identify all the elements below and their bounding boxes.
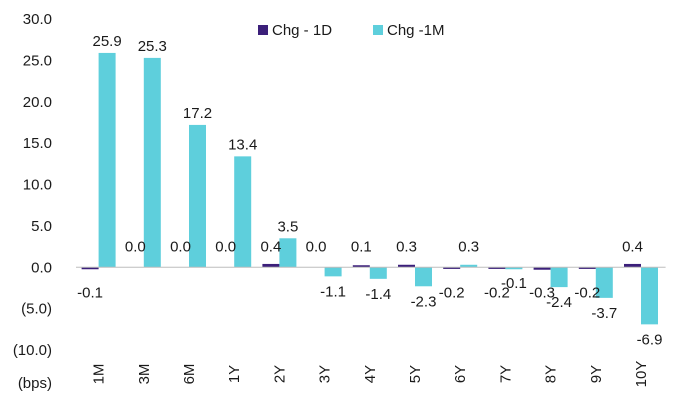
x-tick-label-3y: 3Y	[317, 365, 334, 383]
x-axis-ticks: 1M 3M 6M 1Y 2Y 3Y 4Y 5Y 6Y 7Y 8Y 9Y 10Y	[91, 361, 650, 388]
data-label-chg-1m-3m: 25.3	[138, 38, 167, 55]
data-label-chg-1m-6m: 17.2	[183, 105, 212, 122]
x-tick-label-6y: 6Y	[452, 365, 469, 383]
bar-chg-1m-5y	[415, 267, 432, 287]
data-label-chg-1m-7y: -0.1	[501, 275, 527, 292]
data-label-chg-1d-6y: -0.2	[439, 284, 465, 301]
bar-chg-1d-2y	[262, 263, 280, 268]
x-tick-label-3m: 3M	[136, 364, 153, 385]
data-label-chg-1d-4y: 0.1	[351, 238, 372, 255]
data-label-chg-1d-3y: 0.0	[306, 238, 327, 255]
x-tick-label-1m: 1M	[91, 364, 108, 385]
data-label-chg-1d-5y: 0.3	[396, 238, 417, 255]
bar-chg-1m-8y	[550, 267, 568, 288]
data-labels: -0.1 25.9 0.0 25.3 0.0 17.2 0.0 13.4 0.4 3.5 0.0 -1…	[77, 33, 662, 348]
data-label-chg-1d-3m: 0.0	[125, 238, 146, 255]
x-tick-label-5y: 5Y	[407, 365, 424, 383]
bar-chg-1m-4y	[369, 267, 387, 279]
bar-chg-1d-9y	[578, 267, 596, 269]
x-tick-label-10y: 10Y	[633, 361, 650, 388]
data-label-chg-1m-5y: -2.3	[411, 293, 437, 310]
bar-chg-1d-8y	[533, 267, 551, 270]
legend-swatch-chg-1m	[373, 25, 383, 35]
data-label-chg-1d-1y: 0.0	[215, 238, 236, 255]
data-label-chg-1m-2y: 3.5	[277, 218, 298, 235]
legend-label-chg-1m: Chg -1M	[387, 22, 445, 39]
data-label-chg-1m-1y: 13.4	[228, 136, 257, 153]
x-tick-label-9y: 9Y	[588, 365, 605, 383]
legend-swatch-chg-1d	[258, 25, 268, 35]
bar-chg-1m-7y	[505, 267, 523, 270]
y-tick-label: 5.0	[31, 218, 52, 235]
bar-chg-1d-7y	[488, 267, 506, 269]
y-tick-label: (5.0)	[21, 301, 52, 318]
bar-chg-1d-4y	[352, 265, 370, 268]
legend: Chg - 1D Chg -1M	[258, 22, 445, 39]
data-label-chg-1d-2y: 0.4	[260, 238, 281, 255]
data-label-chg-1m-3y: -1.1	[320, 283, 346, 300]
y-tick-label: 25.0	[23, 52, 52, 69]
bar-chg-1m-6m	[189, 124, 206, 268]
data-label-chg-1d-9y: -0.2	[574, 284, 600, 301]
y-tick-label: 30.0	[23, 11, 52, 28]
data-label-chg-1d-8y: -0.3	[529, 284, 555, 301]
data-label-chg-1m-8y: -2.4	[546, 294, 572, 311]
data-label-chg-1m-4y: -1.4	[365, 286, 391, 303]
y-tick-label: 20.0	[23, 94, 52, 111]
bar-chg-1d-6y	[443, 267, 461, 269]
y-tick-label: 10.0	[23, 177, 52, 194]
data-label-chg-1m-1m: 25.9	[92, 33, 121, 50]
data-label-chg-1d-1m: -0.1	[77, 284, 103, 301]
bar-chg-1m-10y	[641, 267, 658, 325]
bar-chg-1m-3y	[324, 267, 342, 277]
bar-chg-1d-10y	[624, 263, 641, 268]
legend-label-chg-1d: Chg - 1D	[272, 22, 332, 39]
bar-chg-1m-3m	[143, 57, 161, 268]
y-tick-label: (10.0)	[13, 342, 52, 359]
x-tick-label-8y: 8Y	[543, 365, 560, 383]
x-tick-label-4y: 4Y	[362, 365, 379, 383]
x-tick-label-7y: 7Y	[497, 365, 514, 383]
bar-chg-1m-1m	[98, 52, 116, 268]
bar-chg-1d-1m	[81, 267, 99, 270]
bar-chg-1m-6y	[460, 264, 478, 268]
bar-chg-1m-2y	[279, 238, 297, 268]
data-label-chg-1m-6y: 0.3	[458, 238, 479, 255]
y-axis-ticks: 30.0 25.0 20.0 15.0 10.0 5.0 0.0 (5.0) (10.0)	[13, 11, 52, 359]
y-axis-label: (bps)	[18, 375, 52, 392]
bar-chg-1m-9y	[595, 267, 613, 298]
x-tick-label-6m: 6M	[181, 364, 198, 385]
data-label-chg-1d-10y: 0.4	[622, 238, 643, 255]
bars	[81, 52, 658, 325]
x-tick-label-2y: 2Y	[271, 365, 288, 383]
data-label-chg-1m-9y: -3.7	[591, 305, 617, 322]
y-tick-label: 0.0	[31, 259, 52, 276]
data-label-chg-1d-6m: 0.0	[170, 238, 191, 255]
bar-chg-1d-5y	[398, 264, 415, 268]
data-label-chg-1m-10y: -6.9	[637, 331, 663, 348]
x-tick-label-1y: 1Y	[226, 365, 243, 383]
bar-chg-1m-1y	[234, 156, 252, 268]
data-label-chg-1d-7y: -0.2	[484, 284, 510, 301]
y-tick-label: 15.0	[23, 135, 52, 152]
